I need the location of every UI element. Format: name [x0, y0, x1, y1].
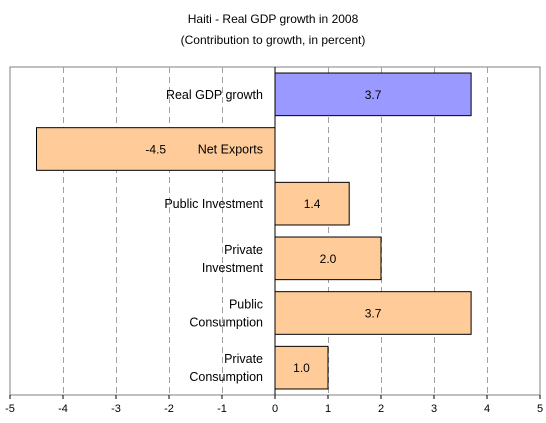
- category-label: Public: [229, 298, 263, 312]
- bars: [36, 72, 472, 390]
- category-label: Private: [224, 352, 263, 366]
- data-label: 3.7: [365, 88, 382, 102]
- bar: [274, 236, 382, 281]
- x-tick-label: 3: [431, 403, 437, 415]
- x-tick-label: -2: [164, 403, 174, 415]
- chart-subtitle: (Contribution to growth, in percent): [181, 33, 366, 47]
- x-tick-label: 4: [484, 403, 490, 415]
- bar: [274, 181, 350, 226]
- x-tick-label: 2: [378, 403, 384, 415]
- category-label: Net Exports: [198, 143, 263, 157]
- category-label: Consumption: [189, 316, 263, 330]
- data-label: 1.0: [293, 361, 310, 375]
- x-tick-label: -4: [58, 403, 68, 415]
- category-label: Private: [224, 243, 263, 257]
- x-tick-label: -1: [217, 403, 227, 415]
- category-label: Consumption: [189, 370, 263, 384]
- x-tick-label: 1: [325, 403, 331, 415]
- bar: [274, 291, 472, 335]
- category-label: Real GDP growth: [166, 88, 263, 102]
- data-label: 1.4: [304, 197, 321, 211]
- data-label: 3.7: [365, 307, 382, 321]
- x-tick-label: -3: [111, 403, 121, 415]
- x-tick-label: 5: [537, 403, 543, 415]
- chart-title: Haiti - Real GDP growth in 2008: [188, 12, 359, 26]
- labels: 3.7 Real GDP growth -4.5 Net Exports 1.4 Publ…: [145, 88, 381, 384]
- bar: [274, 72, 472, 117]
- category-label: Investment: [202, 261, 264, 275]
- bar: [274, 345, 329, 390]
- category-label: Public Investment: [164, 197, 263, 211]
- axis: -5 -4 -3 -2 -1 0 1 2 3 4 5: [5, 67, 543, 415]
- data-label: 2.0: [320, 252, 337, 266]
- data-label: -4.5: [145, 143, 166, 157]
- grid-lines: [63, 67, 488, 395]
- x-tick-label: -5: [5, 403, 15, 415]
- x-tick-label: 0: [272, 403, 278, 415]
